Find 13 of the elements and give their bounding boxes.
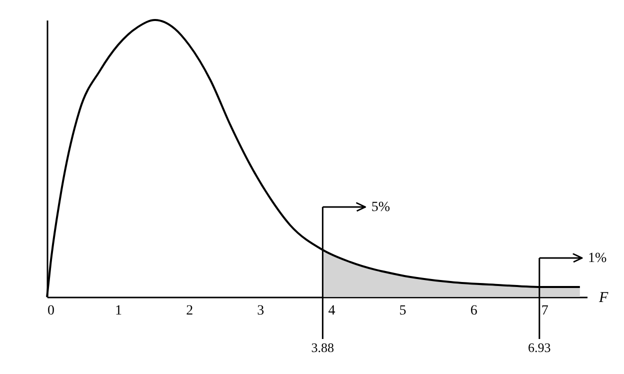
x-tick-label: 7 bbox=[541, 304, 548, 318]
ref-line-label: 6.93 bbox=[528, 340, 551, 355]
x-tick-label: 4 bbox=[328, 304, 336, 318]
x-tick-label: 3 bbox=[257, 304, 264, 318]
x-tick-label: 0 bbox=[48, 304, 54, 318]
ref-line-label: 3.88 bbox=[311, 340, 334, 355]
x-tick-label: 1 bbox=[115, 304, 122, 318]
x-axis-title: F bbox=[598, 290, 609, 306]
x-tick-label: 5 bbox=[399, 304, 406, 318]
text: 1% bbox=[588, 251, 608, 266]
x-tick-label: 6 bbox=[470, 304, 478, 318]
annotation: 5% bbox=[371, 200, 390, 215]
x-tick-label: 2 bbox=[186, 304, 194, 318]
